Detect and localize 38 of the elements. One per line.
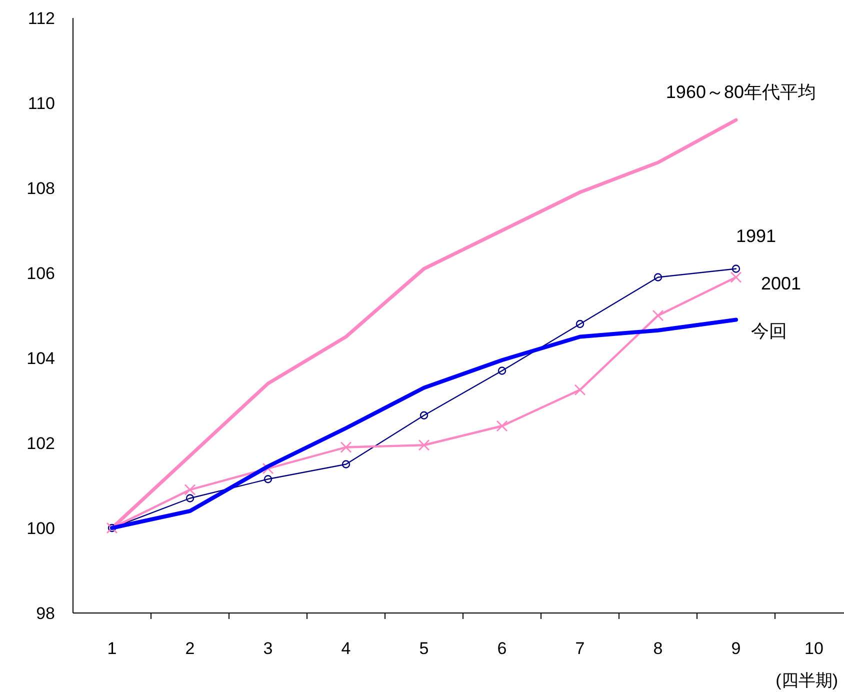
x-tick-label: 3 (263, 639, 273, 658)
point (184, 484, 196, 496)
x-axis-title: (四半期) (776, 671, 838, 690)
y-tick-label: 112 (28, 9, 55, 28)
series-label: 2001 (761, 273, 802, 294)
point (420, 411, 428, 420)
x-tick-label: 6 (497, 639, 507, 658)
x-tick-label: 4 (341, 639, 351, 658)
point (186, 494, 194, 502)
x-tick-label: 9 (731, 639, 741, 658)
point (654, 273, 662, 282)
y-tick-label: 100 (26, 519, 55, 538)
point (496, 420, 508, 432)
point (264, 475, 272, 484)
y-tick-label: 106 (26, 264, 55, 283)
point (340, 442, 352, 453)
y-tick-label: 98 (36, 604, 55, 623)
x-tick-label: 7 (575, 639, 585, 658)
x-tick-label: 2 (185, 639, 195, 658)
y-tick-label: 102 (26, 434, 55, 453)
y-tick-label: 104 (26, 349, 55, 368)
y-tick-label: 108 (26, 179, 55, 198)
x-tick-label: 5 (419, 639, 429, 658)
point (574, 384, 586, 396)
series-label: 1991 (736, 226, 776, 246)
point (418, 439, 430, 451)
y-tick-label: 110 (28, 94, 55, 113)
point (730, 272, 742, 283)
point (342, 460, 350, 468)
x-tick-label: 8 (653, 639, 663, 658)
x-tick-label: 10 (804, 639, 824, 658)
x-tick-label: 1 (107, 639, 117, 658)
point (576, 320, 584, 328)
point (652, 310, 664, 322)
point (498, 366, 506, 375)
series-label: 今回 (751, 320, 787, 341)
point (732, 264, 740, 273)
series-label: 1960～80年代平均 (666, 82, 816, 102)
